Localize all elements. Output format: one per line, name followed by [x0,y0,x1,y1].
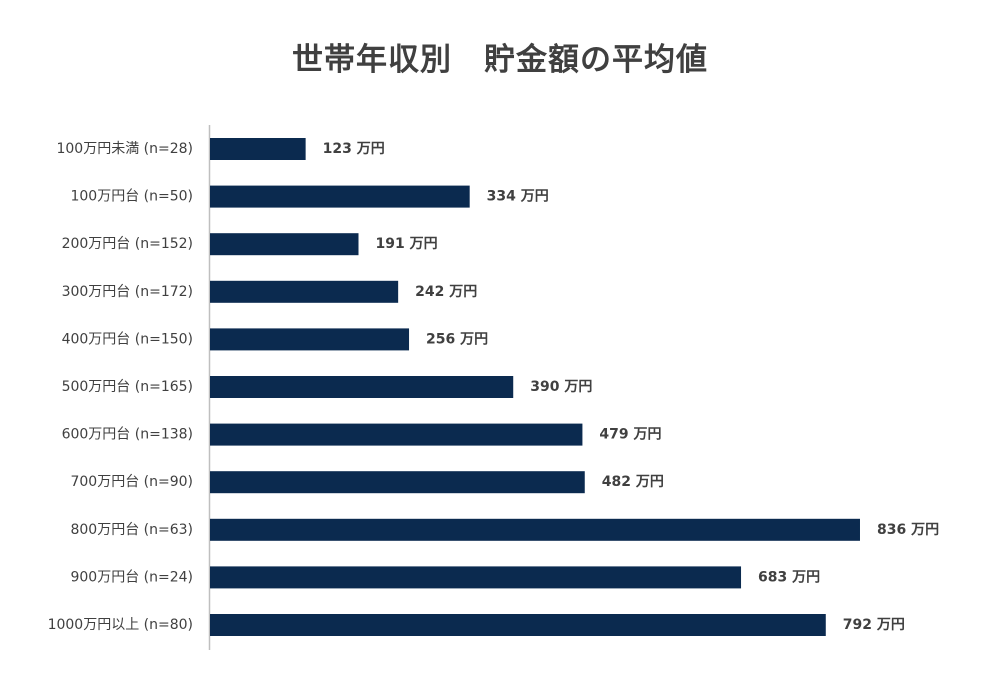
category-label-3: 300万円台 (n=172) [62,284,193,300]
value-label-3: 242 万円 [415,284,477,300]
category-label-7: 700万円台 (n=90) [70,474,193,490]
value-label-0: 123 万円 [323,141,385,157]
category-label-2: 200万円台 (n=152) [62,236,193,252]
category-labels: 100万円未満 (n=28) 100万円台 (n=50) 200万円台 (n=152… [48,141,193,633]
value-label-2: 191 万円 [376,236,438,252]
chart-title: 世帯年収別 貯金額の平均値 [292,42,708,78]
value-label-10: 792 万円 [843,617,905,633]
bar-2 [210,233,359,256]
bar-1 [210,185,470,208]
value-label-1: 334 万円 [487,189,549,205]
category-label-4: 400万円台 (n=150) [62,331,193,347]
bar-7 [210,471,585,494]
bar-0 [210,138,306,160]
value-label-4: 256 万円 [426,331,488,347]
category-label-0: 100万円未満 (n=28) [56,141,193,157]
value-label-7: 482 万円 [602,474,664,490]
bar-9 [210,566,742,589]
bar-4 [210,328,410,351]
value-labels: 123 万円 334 万円 191 万円 242 万円 256 万円 390 万円 479 … [323,141,939,633]
value-label-5: 390 万円 [530,379,592,395]
category-label-10: 1000万円以上 (n=80) [48,617,193,633]
bars-group [210,138,860,636]
value-label-9: 683 万円 [758,569,820,585]
value-label-6: 479 万円 [599,427,661,443]
value-label-8: 836 万円 [877,522,939,538]
bar-6 [210,423,583,446]
bar-5 [210,376,514,398]
bar-10 [210,614,826,636]
bar-8 [210,518,860,541]
category-label-1: 100万円台 (n=50) [70,189,193,205]
category-label-6: 600万円台 (n=138) [62,427,193,443]
category-label-8: 800万円台 (n=63) [70,522,193,538]
bar-3 [210,280,399,303]
category-label-5: 500万円台 (n=165) [62,379,193,395]
category-label-9: 900万円台 (n=24) [70,569,193,585]
